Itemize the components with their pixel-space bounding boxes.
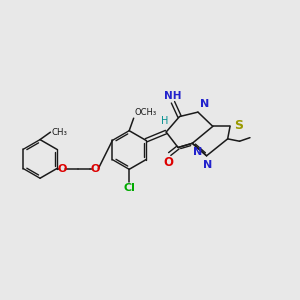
Text: O: O [164,156,174,169]
Text: H: H [161,116,168,126]
Text: OCH₃: OCH₃ [134,108,156,117]
Text: NH: NH [164,91,182,100]
Text: N: N [202,160,212,170]
Text: O: O [91,164,100,174]
Text: CH₃: CH₃ [51,128,67,137]
Text: Cl: Cl [123,183,135,193]
Text: S: S [234,119,243,132]
Text: N: N [193,148,202,158]
Text: N: N [200,99,209,109]
Text: O: O [57,164,67,174]
